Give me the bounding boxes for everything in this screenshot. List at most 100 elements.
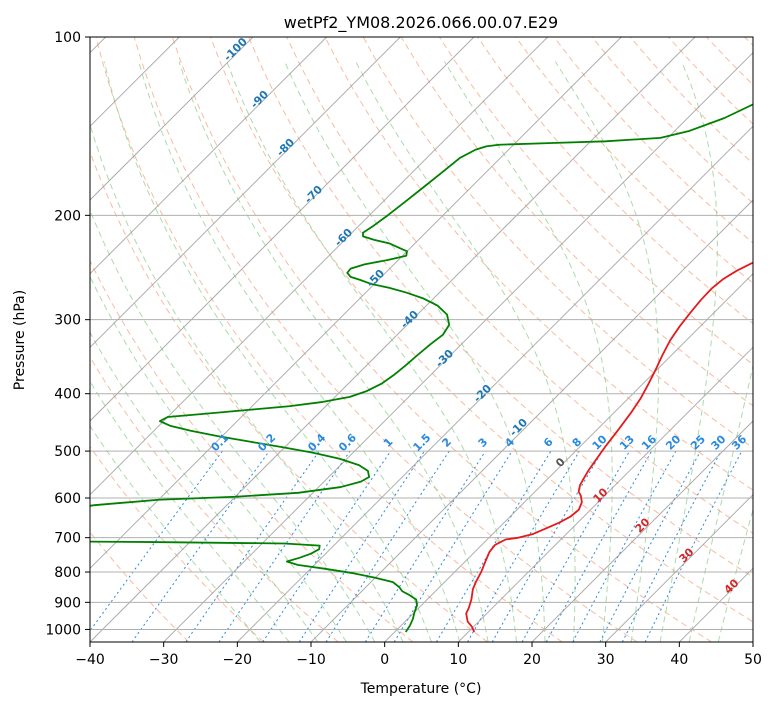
dry-adiabat-line <box>90 531 190 642</box>
dry-adiabat-label: -20 <box>471 382 494 405</box>
chart-title: wetPf2_YM08.2026.066.00.07.E29 <box>284 13 558 33</box>
mixing-ratio-line <box>185 450 320 642</box>
x-tick-label: 10 <box>449 652 467 668</box>
isotherm-line <box>605 493 753 642</box>
dry-adiabat-line <box>90 445 264 642</box>
mixing-ratio-line <box>545 450 653 642</box>
x-axis: −40 −30 −20 −10 0 10 20 30 40 50 <box>75 642 762 668</box>
mixing-ratio-label: 16 <box>639 432 659 452</box>
mixing-ratio-label: 10 <box>590 432 610 452</box>
moist-adiabat-line <box>178 61 489 642</box>
mixing-ratio-label: 1 <box>381 435 396 450</box>
y-tick-label: 900 <box>54 595 81 611</box>
temperature-profile-line <box>465 261 753 633</box>
mixing-ratio-label: 36 <box>729 432 749 452</box>
dry-adiabat-line <box>706 37 753 86</box>
moist-adiabat-line <box>90 380 290 642</box>
dry-adiabat-label: -100 <box>221 35 250 64</box>
dry-adiabat-line <box>515 37 753 284</box>
x-tick-label: 30 <box>597 652 615 668</box>
moist-adiabat-line <box>717 507 753 642</box>
dry-adiabat-label: -40 <box>398 308 421 331</box>
x-tick-label: 20 <box>523 652 541 668</box>
dry-adiabat-line <box>210 37 753 623</box>
grid-lines <box>90 37 753 630</box>
isotherm-line <box>457 346 753 642</box>
mixing-ratio-line <box>521 450 630 642</box>
dry-adiabat-label: -80 <box>274 136 297 159</box>
plot-frame <box>89 36 754 643</box>
dry-adiabat-line <box>95 37 563 642</box>
dry-adiabat-line <box>477 37 753 325</box>
dry-adiabat-line <box>744 37 753 47</box>
moist-adiabat-line <box>659 61 718 642</box>
mixing-ratio-label: 8 <box>570 435 585 450</box>
y-tick-label: 100 <box>54 30 81 46</box>
dry-adiabat-line <box>90 356 339 642</box>
moist-adiabat-line <box>554 61 660 642</box>
moist-adiabat-label: 0 <box>553 455 568 470</box>
isotherm-line <box>310 199 753 642</box>
dry-adiabat-line <box>171 37 712 642</box>
y-tick-label: 300 <box>54 313 81 329</box>
moist-adiabat-line <box>688 363 753 642</box>
isotherm-line <box>384 272 753 642</box>
mixing-ratio-label: 13 <box>617 433 637 453</box>
mixing-ratio-label: 25 <box>688 433 708 453</box>
x-tick-label: −30 <box>149 652 179 668</box>
isotherm-line <box>163 51 753 642</box>
y-tick-label: 500 <box>54 444 81 460</box>
moist-adiabat-line <box>90 123 404 642</box>
moist-adiabat-line <box>284 61 546 642</box>
plot-area: -100-90-80-70-60-50-40-30-20-100.1 0.2 0.4… <box>90 35 753 642</box>
background-reference-lines <box>90 37 753 642</box>
x-axis-label: Temperature (°C) <box>360 681 482 697</box>
mixing-ratio-line <box>393 450 513 642</box>
mixing-ratio-line <box>298 450 425 642</box>
dry-adiabat-line <box>286 37 753 534</box>
x-tick-label: −20 <box>223 652 253 668</box>
reference-line-labels: -100-90-80-70-60-50-40-30-20-100.1 0.2 0.4… <box>208 35 749 597</box>
x-tick-label: −10 <box>296 652 326 668</box>
y-axis: 100 200 300 400 500 600 700 800 900 1000 <box>45 30 90 638</box>
mixing-ratio-line <box>599 450 701 642</box>
moist-adiabat-line <box>444 61 613 642</box>
mixing-ratio-line <box>435 450 552 642</box>
moist-adiabat-line <box>90 208 376 642</box>
moist-adiabat-label: 40 <box>722 576 742 596</box>
y-tick-label: 800 <box>54 565 81 581</box>
mixing-ratio-line <box>325 450 450 642</box>
x-tick-label: 40 <box>670 652 688 668</box>
moist-adiabat-line <box>90 424 261 642</box>
isotherm-line <box>531 420 753 642</box>
mixing-ratio-line <box>218 450 351 642</box>
dry-adiabat-label: -60 <box>332 226 355 249</box>
mixing-ratio-line <box>644 450 743 642</box>
moist-adiabat-line <box>90 275 347 642</box>
isotherm-line <box>678 567 753 642</box>
isotherm-line <box>90 37 549 496</box>
y-axis-label: Pressure (hPa) <box>12 290 28 390</box>
moist-adiabat-line <box>226 61 518 642</box>
dry-adiabat-line <box>90 150 488 642</box>
series-lines <box>90 103 753 633</box>
dry-adiabat-line <box>248 37 753 578</box>
dry-adiabat-label: -30 <box>433 347 456 370</box>
isotherm-line <box>752 641 753 642</box>
isotherm-line <box>236 125 753 642</box>
isotherm-line <box>90 37 254 201</box>
y-tick-label: 600 <box>54 491 81 507</box>
mixing-ratio-label: 3 <box>476 435 491 450</box>
mixing-ratio-line <box>621 450 722 642</box>
isotherm-line <box>90 37 696 642</box>
y-tick-label: 700 <box>54 531 81 547</box>
moist-adiabat-line <box>103 61 432 642</box>
dewpoint-profile-line <box>90 103 753 633</box>
isotherm-line <box>90 37 622 570</box>
moist-adiabat-label: 20 <box>633 515 653 535</box>
dry-adiabat-line <box>90 259 414 642</box>
dry-adiabat-line <box>133 37 638 642</box>
dry-adiabat-line <box>324 37 753 491</box>
mixing-ratio-line <box>364 450 486 642</box>
mixing-ratio-label: 6 <box>541 435 556 450</box>
